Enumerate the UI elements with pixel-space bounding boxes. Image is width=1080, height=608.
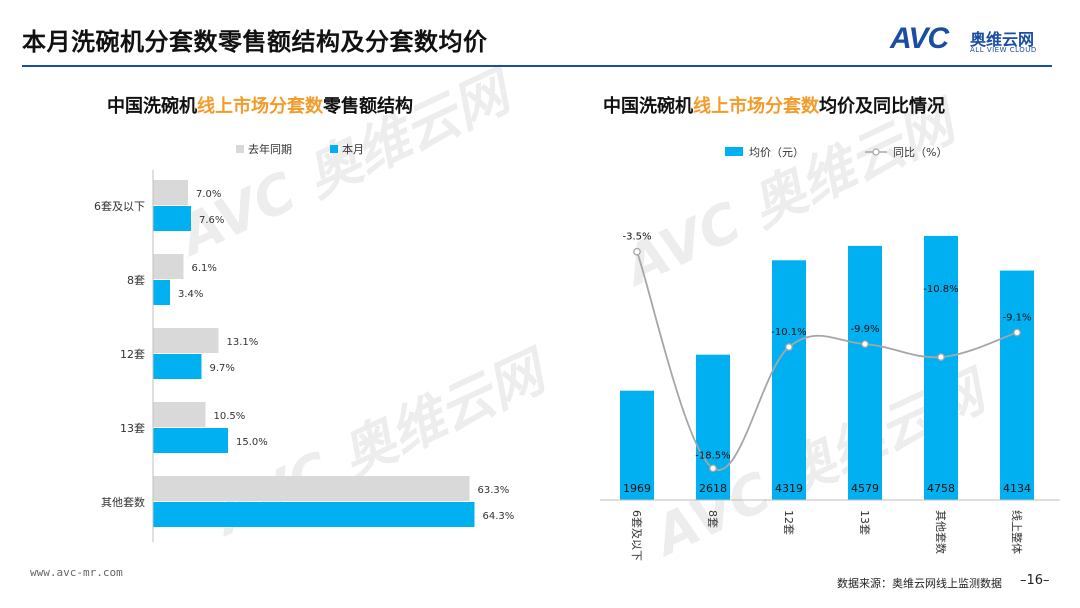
page-number: –16–	[1020, 573, 1050, 588]
bar-avg-price	[772, 260, 806, 500]
x-tick-label: 13套	[858, 510, 871, 535]
bar-prev-year	[153, 402, 206, 427]
yoy-point	[861, 340, 869, 348]
data-label: 13.1%	[227, 337, 259, 348]
right-combo-chart: 均价（元） 同比（%） 1969 2618 4319 4579 4758 4134 -3.5% -…	[600, 146, 1060, 561]
data-label: 7.0%	[196, 189, 221, 200]
left-title-part-1: 中国洗碗机	[107, 96, 197, 117]
bar-value-label: 4579	[851, 482, 879, 495]
bar-avg-price	[848, 245, 882, 500]
right-title-part-1: 中国洗碗机	[603, 96, 693, 117]
data-label: 3.4%	[178, 289, 203, 300]
bar-value-label: 1969	[623, 482, 651, 495]
bar-value-label: 2618	[699, 482, 727, 495]
data-label: 7.6%	[199, 215, 224, 226]
bar-this-month	[153, 428, 228, 453]
yoy-data-label: -10.1%	[771, 327, 806, 338]
legend-swatch-price	[725, 147, 743, 156]
logo-cn: 奥维云网	[970, 30, 1035, 49]
data-label: 15.0%	[236, 437, 268, 448]
bar-prev-year	[153, 476, 470, 501]
yoy-point	[1013, 328, 1021, 337]
yoy-data-label: -10.8%	[923, 284, 958, 295]
y-tick-label: 8套	[127, 274, 145, 287]
right-title-part-3: 均价及同比情况	[819, 96, 945, 117]
left-bar-chart: 去年同期 本月 6套及以下 7.0% 7.6% 8套 6.1% 3.4% 12套 13.1% 9.7…	[94, 142, 515, 542]
bar-prev-year	[153, 180, 188, 205]
bar-this-month	[153, 280, 170, 305]
yoy-point	[937, 353, 945, 361]
bar-avg-price	[1000, 270, 1034, 500]
yoy-data-label: -3.5%	[622, 232, 651, 243]
header-divider	[22, 65, 1052, 67]
left-chart-title: 中国洗碗机线上市场分套数零售额结构	[107, 92, 413, 118]
left-title-part-2: 线上市场分套数	[197, 96, 323, 117]
legend-swatch-prev	[236, 145, 244, 153]
yoy-point	[633, 247, 641, 256]
y-tick-label: 12套	[120, 348, 145, 361]
data-source: 数据来源：奥维云网线上监测数据	[837, 577, 1002, 590]
data-label: 10.5%	[214, 411, 246, 422]
right-chart-title: 中国洗碗机线上市场分套数均价及同比情况	[603, 92, 945, 118]
y-tick-label: 6套及以下	[94, 200, 145, 213]
x-tick-label: 8套	[706, 510, 719, 528]
bar-this-month	[153, 502, 475, 527]
logo-en: ALL VIEW CLOUD	[970, 46, 1037, 54]
x-tick-label: 6套及以下	[630, 510, 643, 561]
x-tick-label: 其他套数	[934, 510, 947, 554]
bar-avg-price	[620, 390, 654, 500]
data-label: 9.7%	[210, 363, 235, 374]
legend-marker-yoy	[872, 148, 880, 156]
bar-this-month	[153, 206, 191, 231]
brand-logo: AVC 奥维云网 ALL VIEW CLOUD	[890, 22, 1060, 62]
x-tick-label: 线上整体	[1010, 510, 1024, 554]
yoy-data-label: -9.9%	[850, 324, 879, 335]
bar-prev-year	[153, 254, 184, 279]
page-title: 本月洗碗机分套数零售额结构及分套数均价	[22, 28, 488, 56]
data-label: 6.1%	[192, 263, 217, 274]
legend-label-yoy: 同比（%）	[893, 146, 947, 159]
legend-swatch-curr	[330, 145, 338, 153]
legend-label-prev: 去年同期	[248, 142, 292, 156]
yoy-point	[785, 343, 793, 351]
x-tick-label: 12套	[782, 510, 795, 535]
bar-value-label: 4758	[927, 482, 955, 495]
bar-this-month	[153, 354, 202, 379]
legend-label-price: 均价（元）	[749, 146, 804, 159]
data-label: 63.3%	[478, 485, 510, 496]
legend-label-curr: 本月	[342, 142, 364, 156]
yoy-line	[636, 251, 1018, 471]
data-label: 64.3%	[483, 511, 515, 522]
left-title-part-3: 零售额结构	[323, 96, 413, 117]
yoy-data-label: -9.1%	[1002, 313, 1031, 324]
yoy-data-label: -18.5%	[695, 450, 730, 461]
bar-prev-year	[153, 328, 219, 353]
right-title-part-2: 线上市场分套数	[693, 96, 819, 117]
footer-url[interactable]: www.avc-mr.com	[30, 566, 123, 579]
y-tick-label: 13套	[120, 422, 145, 435]
bar-value-label: 4319	[775, 482, 803, 495]
yoy-point	[709, 464, 717, 473]
bar-avg-price	[924, 235, 958, 500]
bar-value-label: 4134	[1003, 482, 1031, 495]
logo-mark: AVC	[890, 22, 949, 55]
y-tick-label: 其他套数	[101, 496, 145, 509]
bar-avg-price	[696, 354, 730, 500]
